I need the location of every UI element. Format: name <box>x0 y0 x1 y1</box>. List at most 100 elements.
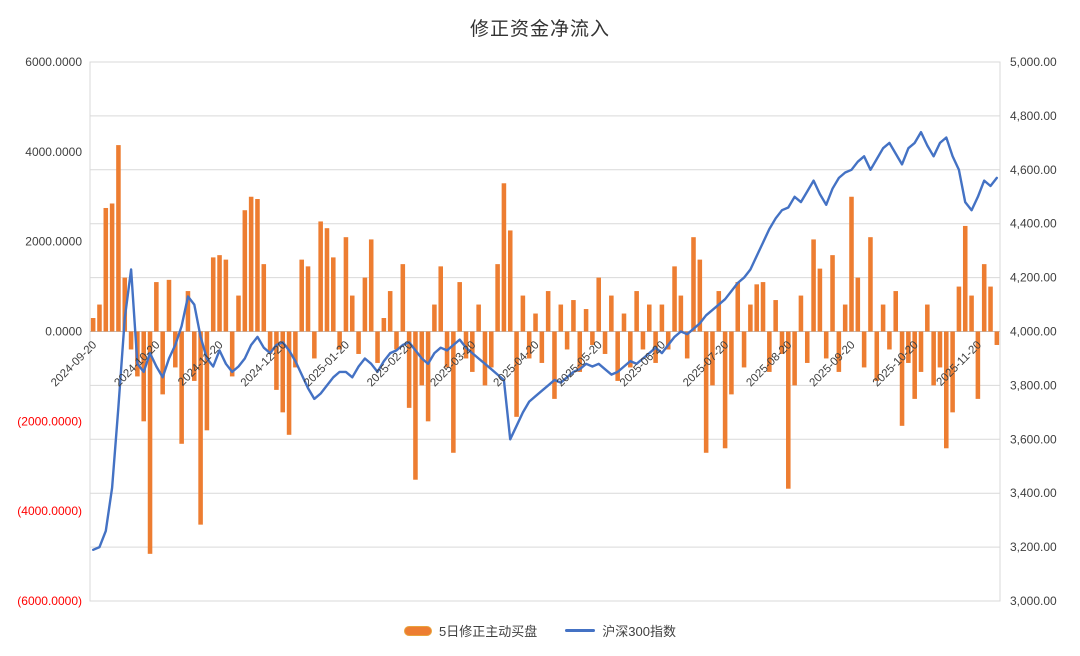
bar <box>438 266 443 332</box>
bar <box>349 295 355 332</box>
bar <box>514 331 519 417</box>
bar <box>526 331 532 359</box>
bar <box>988 286 993 332</box>
bar <box>640 331 646 350</box>
right-axis-label: 4,600.00 <box>1010 163 1057 177</box>
bar <box>716 291 722 332</box>
bar <box>533 313 538 332</box>
bar <box>577 331 583 372</box>
bar <box>387 291 393 332</box>
bar <box>457 282 462 332</box>
bar <box>748 304 753 332</box>
chart-title: 修正资金净流入 <box>469 19 610 40</box>
bar <box>476 304 481 332</box>
bar <box>956 286 962 332</box>
bar <box>545 291 551 332</box>
bar <box>229 331 235 377</box>
bar <box>830 255 835 332</box>
bar <box>267 331 273 354</box>
bar <box>210 257 216 332</box>
bar <box>406 331 412 408</box>
x-axis-label: 2025-09-20 <box>808 339 858 389</box>
bar <box>192 331 197 381</box>
bar <box>501 183 507 332</box>
bar <box>937 331 943 368</box>
bar <box>786 331 791 489</box>
bar <box>318 221 323 332</box>
right-axis-label: 4,800.00 <box>1010 109 1057 123</box>
bar <box>950 331 955 413</box>
bar <box>495 264 500 332</box>
bar <box>590 331 595 345</box>
right-axis-label: 4,400.00 <box>1010 217 1057 231</box>
bar <box>773 300 778 332</box>
bar <box>823 331 829 359</box>
bar <box>248 196 254 332</box>
bar <box>564 331 570 350</box>
bar <box>337 331 342 350</box>
bar <box>489 331 494 368</box>
bar <box>413 331 418 480</box>
bar <box>255 199 260 332</box>
bar <box>887 331 892 350</box>
bar <box>198 331 203 525</box>
right-axis-label: 3,000.00 <box>1010 594 1057 608</box>
bar <box>842 304 848 332</box>
bar <box>855 277 861 332</box>
line-series-label: 沪深300指数 <box>602 624 676 639</box>
bar <box>906 331 911 363</box>
bar <box>141 331 146 422</box>
x-axis-label: 2025-01-20 <box>302 339 352 389</box>
bar <box>90 318 96 332</box>
bar <box>147 331 153 554</box>
bar <box>735 282 741 332</box>
bar <box>185 291 191 332</box>
bar <box>242 210 248 332</box>
line-series-swatch-icon <box>565 629 596 632</box>
bar <box>975 331 981 399</box>
bar <box>678 295 684 332</box>
bar <box>160 331 165 395</box>
bar <box>375 331 380 363</box>
bar <box>331 257 336 332</box>
bar <box>969 295 974 332</box>
bar <box>729 331 734 395</box>
bar <box>710 331 715 386</box>
bar <box>280 331 286 413</box>
bar <box>703 331 709 453</box>
legend-item-bar-series: 5日修正主动买盘 <box>404 621 537 640</box>
bar <box>312 331 317 359</box>
left-axis-label: 6000.0000 <box>25 55 82 69</box>
bar <box>552 331 557 399</box>
x-axis-label: 2024-09-20 <box>49 339 99 389</box>
bar <box>868 237 873 332</box>
bar <box>767 331 772 372</box>
bar <box>944 331 949 449</box>
bar <box>804 331 810 363</box>
bar <box>912 331 917 399</box>
bar <box>962 225 968 332</box>
bar <box>368 239 374 332</box>
bar <box>779 331 785 354</box>
bar <box>425 331 431 422</box>
bar <box>463 331 469 359</box>
bar <box>261 264 267 332</box>
bar <box>400 264 406 332</box>
bar <box>899 331 905 426</box>
bar <box>893 291 898 332</box>
right-axis-label: 3,400.00 <box>1010 486 1057 500</box>
bar <box>154 282 159 332</box>
bar <box>994 331 1000 345</box>
left-axis-label: 4000.0000 <box>25 145 82 159</box>
bar <box>861 331 867 368</box>
bar <box>432 304 437 332</box>
bar <box>981 264 987 332</box>
bar <box>356 331 361 354</box>
bar <box>684 331 690 359</box>
bar <box>571 300 576 332</box>
bar <box>109 203 115 332</box>
bar <box>274 331 279 390</box>
bar <box>691 237 696 332</box>
